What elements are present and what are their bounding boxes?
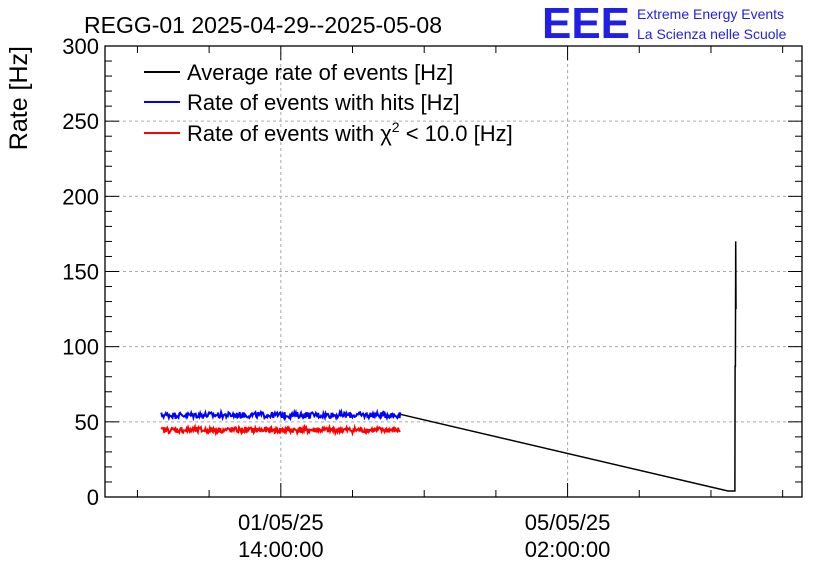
y-tick-label: 200: [62, 184, 99, 209]
legend-label-average: Average rate of events [Hz]: [187, 60, 453, 85]
legend-label-chi2: Rate of events with χ2 < 10.0 [Hz]: [187, 119, 513, 146]
y-tick-label: 0: [87, 485, 99, 510]
eee-logo: EEE Extreme Energy Events La Scienza nel…: [542, 0, 787, 48]
y-tick-label: 250: [62, 109, 99, 134]
y-tick-label: 50: [75, 410, 99, 435]
x-tick-label-time: 14:00:00: [238, 537, 324, 562]
logo-line-1: Extreme Energy Events: [637, 6, 784, 22]
y-tick-label: 100: [62, 335, 99, 360]
series-line-chi2: [160, 423, 401, 437]
legend-label-hits: Rate of events with hits [Hz]: [187, 90, 460, 115]
series-line-average: [400, 241, 737, 492]
legend-chi-symbol: χ: [380, 121, 392, 146]
y-axis-label: Rate [Hz]: [5, 46, 33, 150]
legend-chi2-prefix: Rate of events with: [187, 121, 380, 146]
x-tick-label-time: 02:00:00: [525, 537, 611, 562]
series-group: [160, 241, 737, 492]
chart-title: REGG-01 2025-04-29--2025-05-08: [84, 12, 442, 38]
legend: Average rate of events [Hz] Rate of even…: [144, 60, 513, 146]
logo-mark: EEE: [542, 0, 630, 48]
legend-chi2-suffix: < 10.0 [Hz]: [400, 121, 513, 146]
y-tick-label: 300: [62, 34, 99, 59]
legend-chi-exponent: 2: [392, 119, 400, 135]
y-tick-label: 150: [62, 260, 99, 285]
x-tick-label-date: 01/05/25: [238, 510, 324, 535]
logo-line-2: La Scienza nelle Scuole: [637, 26, 787, 42]
series-line-hits: [160, 408, 402, 422]
x-tick-label-date: 05/05/25: [525, 510, 611, 535]
grid: [105, 46, 802, 497]
